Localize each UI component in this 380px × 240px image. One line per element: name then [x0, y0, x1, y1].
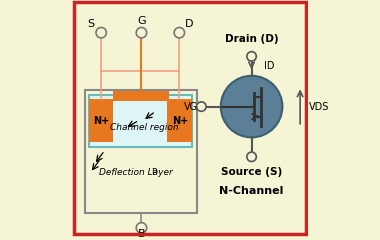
Circle shape	[96, 27, 106, 38]
FancyBboxPatch shape	[89, 99, 113, 142]
FancyBboxPatch shape	[113, 91, 169, 101]
FancyBboxPatch shape	[168, 99, 192, 142]
Text: B: B	[138, 229, 145, 240]
Circle shape	[174, 27, 185, 38]
Text: G: G	[137, 16, 146, 26]
Text: Source (S): Source (S)	[221, 167, 282, 177]
Text: Drain (D): Drain (D)	[225, 34, 279, 44]
Circle shape	[196, 102, 206, 111]
Text: VG: VG	[184, 102, 198, 112]
Circle shape	[247, 52, 256, 61]
FancyBboxPatch shape	[89, 95, 192, 147]
Circle shape	[221, 76, 282, 137]
Text: VDS: VDS	[309, 102, 329, 112]
FancyBboxPatch shape	[85, 90, 197, 213]
Text: S: S	[87, 19, 95, 29]
Circle shape	[136, 223, 147, 233]
Text: Channel region: Channel region	[109, 123, 178, 132]
Circle shape	[136, 27, 147, 38]
Text: ID: ID	[264, 61, 274, 71]
Text: D: D	[185, 19, 194, 29]
Text: N+: N+	[93, 116, 109, 126]
Text: Deflection Layer: Deflection Layer	[99, 168, 173, 177]
Text: N+: N+	[172, 116, 188, 126]
Text: P: P	[151, 168, 156, 177]
Text: N-Channel: N-Channel	[219, 186, 284, 196]
Circle shape	[247, 152, 256, 162]
